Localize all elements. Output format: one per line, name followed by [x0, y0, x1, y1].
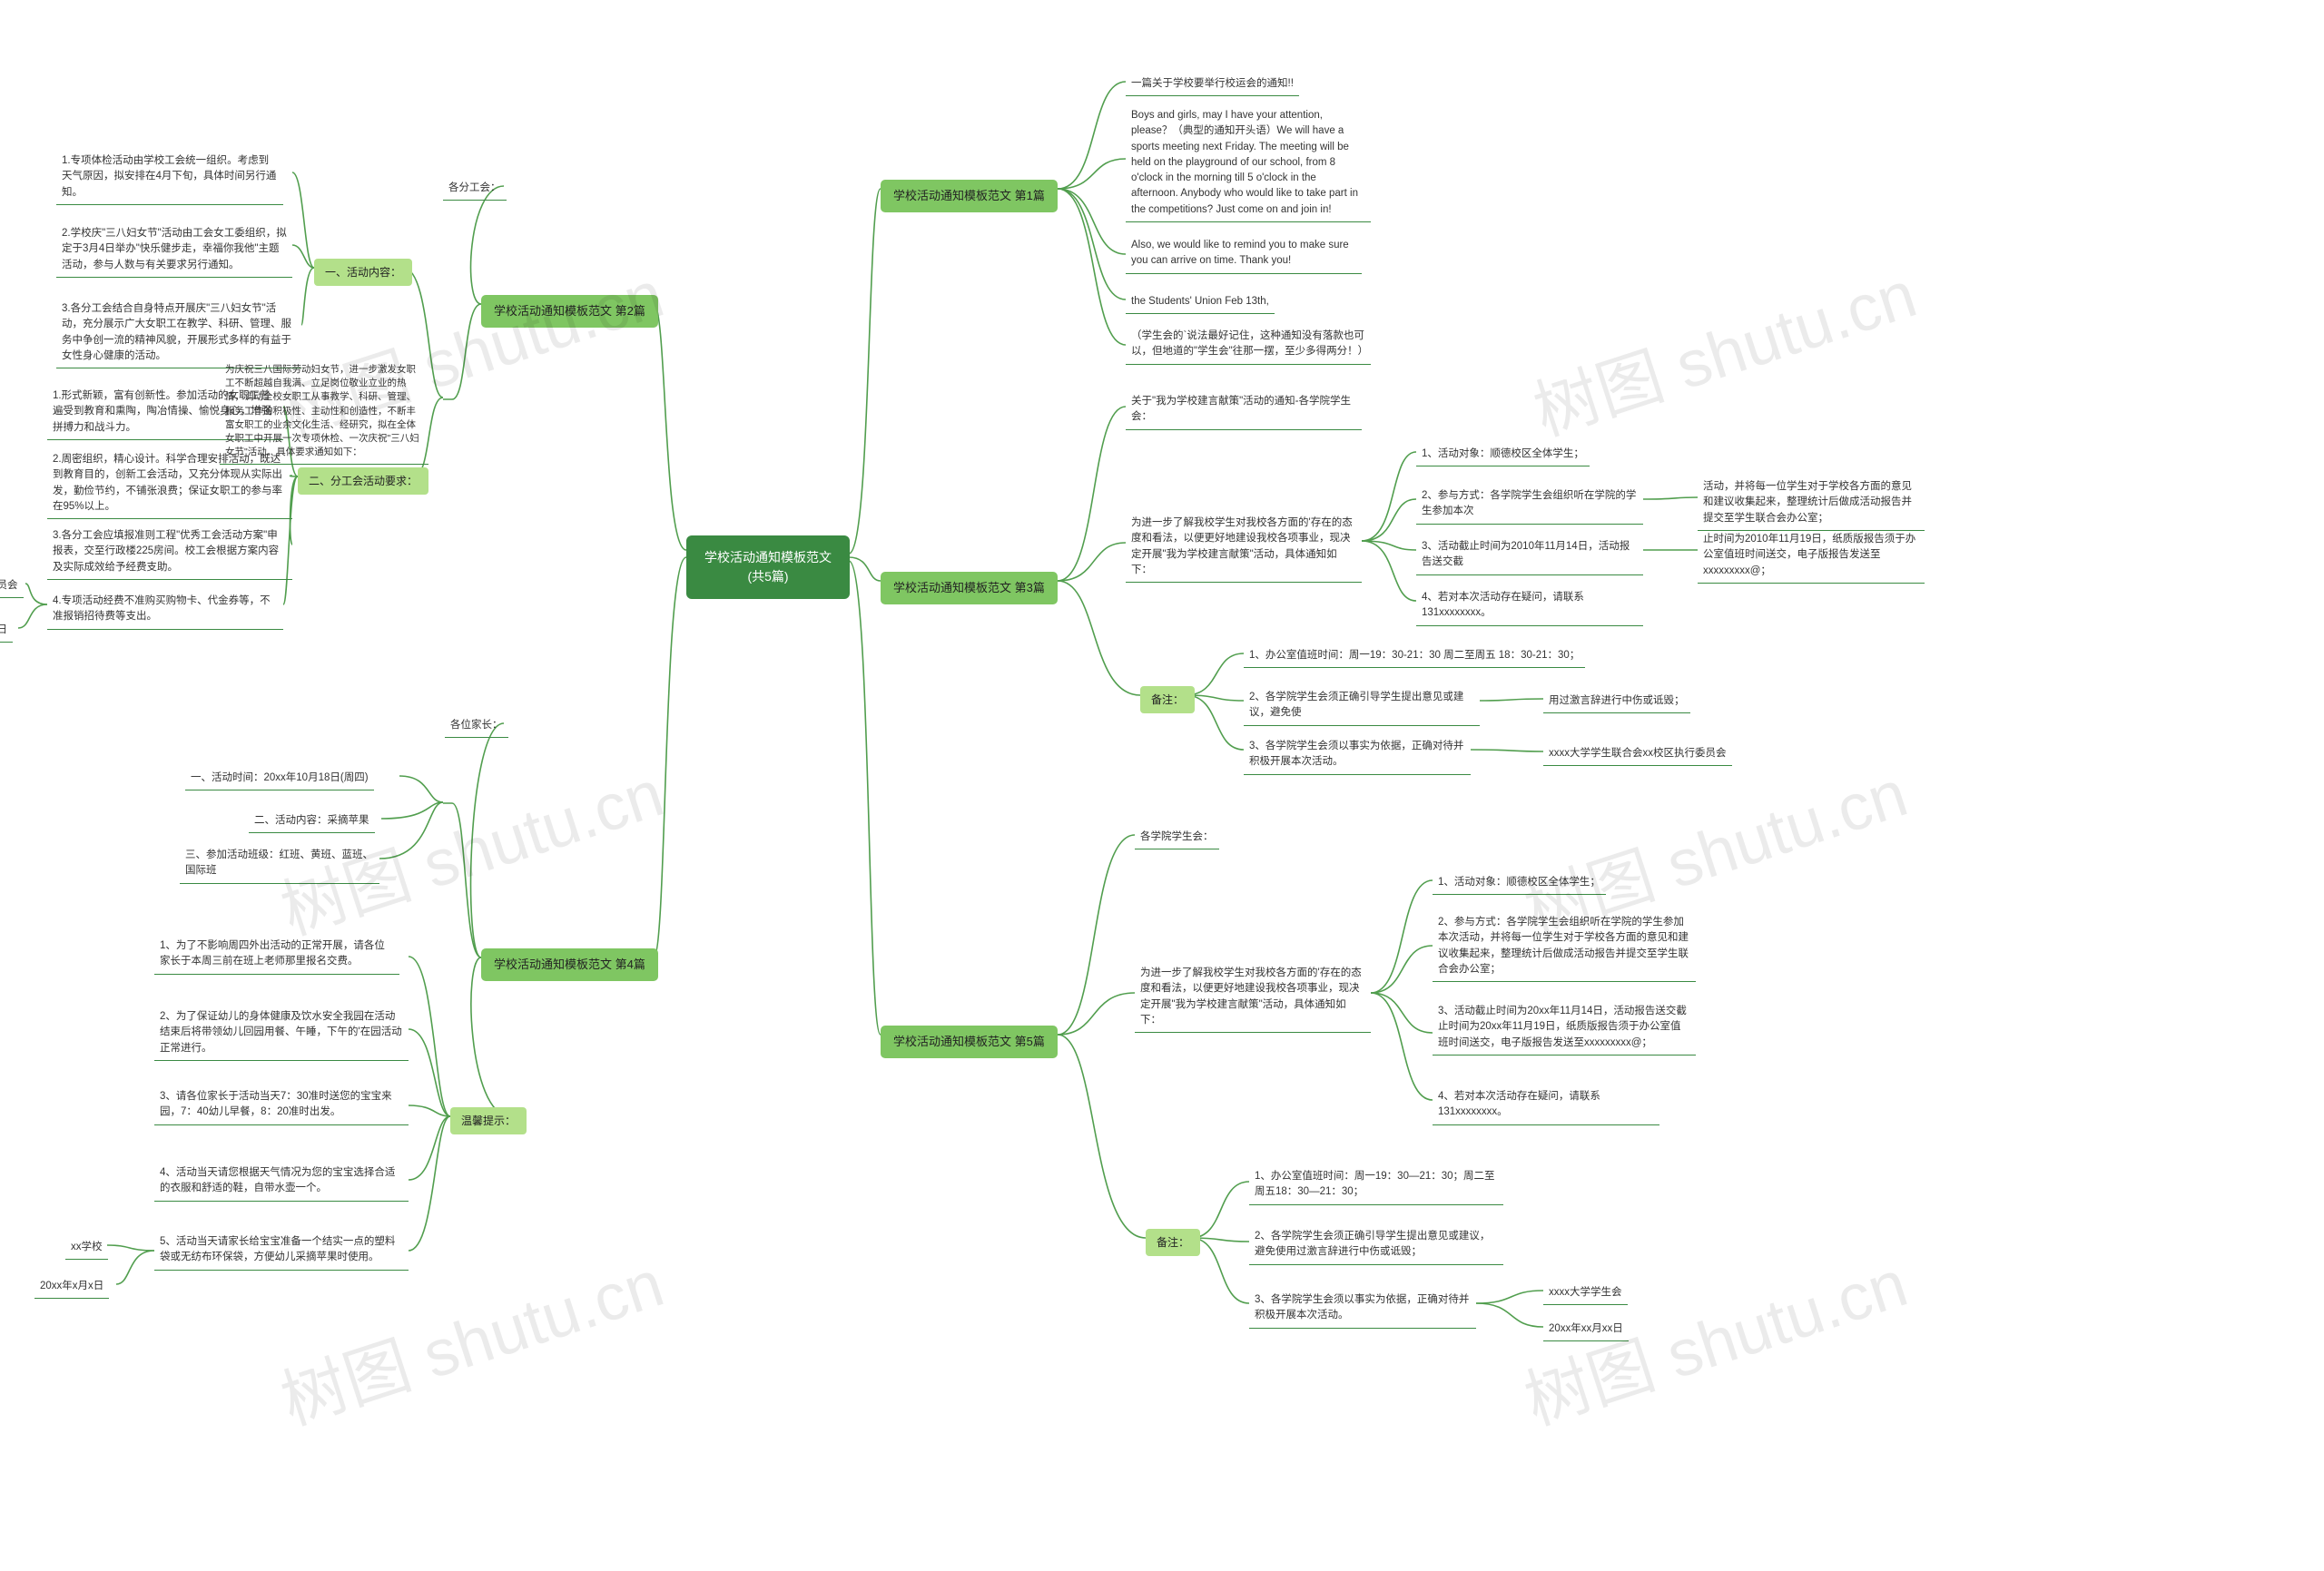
p3-i-l0: 1、活动对象：顺德校区全体学生； [1416, 443, 1590, 466]
p4-w-l1: 2、为了保证幼儿的身体健康及饮水安全我园在活动结束后将带领幼儿回园用餐、午睡，下… [154, 1006, 409, 1061]
p1-leaf-2: Also, we would like to remind you to mak… [1126, 234, 1362, 274]
p2-s2-l3: 4.专项活动经费不准购买购物卡、代金券等，不准报销招待费等支出。 [47, 590, 283, 630]
branch-p2: 学校活动通知模板范文 第2篇 [481, 295, 658, 328]
p3-n-l0: 1、办公室值班时间：周一19：30-21：30 周二至周五 18：30-21：3… [1244, 644, 1585, 668]
p4-top: 各位家长： [445, 714, 508, 738]
p3-i-l1x: 活动，并将每一位学生对于学校各方面的意见和建议收集起来，整理统计后做成活动报告并… [1698, 476, 1925, 531]
watermark: 树图 shutu.cn [1520, 241, 1925, 454]
p1-leaf-3: the Students' Union Feb 13th, [1126, 290, 1275, 314]
branch-p3: 学校活动通知模板范文 第3篇 [881, 572, 1058, 604]
p1-leaf-4: （学生会的`说法最好记住，这种通知没有落款也可以，但地道的"学生会"往那一摆，至… [1126, 325, 1371, 365]
p3-i-l1: 2、参与方式：各学院学生会组织听在学院的学生参加本次 [1416, 485, 1643, 525]
p2-s1-l0: 1.专项体检活动由学校工会统一组织。考虑到天气原因，拟安排在4月下旬，具体时间另… [56, 150, 283, 205]
p5-i-l2: 3、活动截止时间为20xx年11月14日，活动报告送交截止时间为20xx年11月… [1433, 1000, 1696, 1056]
p5-i-l0: 1、活动对象：顺德校区全体学生； [1433, 871, 1606, 895]
p3-n-l1: 2、各学院学生会须正确引导学生提出意见或建议，避免使 [1244, 686, 1480, 726]
p1-leaf-1: Boys and girls, may I have your attentio… [1126, 104, 1371, 222]
branch-p1: 学校活动通知模板范文 第1篇 [881, 180, 1058, 212]
p3-n-l1x: 用过激言辞进行中伤或诋毁； [1543, 690, 1690, 713]
p4-tail-0: xx学校 [65, 1236, 108, 1260]
p2-intro-box: 为庆祝三八国际劳动妇女节，进一步激发女职工不断超越自我满、立足岗位敬业立业的热情… [220, 359, 428, 465]
p1-leaf-0: 一篇关于学校要举行校运会的通知!! [1126, 73, 1299, 96]
p4-warm: 温馨提示： [450, 1107, 527, 1134]
p4-r0: 一、活动时间：20xx年10月18日(周四) [185, 767, 374, 790]
p4-tail-1: 20xx年x月x日 [34, 1275, 109, 1299]
p4-w-l2: 3、请各位家长于活动当天7：30准时送您的宝宝来园，7：40幼儿早餐，8：20准… [154, 1085, 409, 1125]
root-node: 学校活动通知模板范文(共5篇) [686, 535, 850, 599]
p5-intro: 为进一步了解我校学生对我校各方面的'存在的态度和看法，以便更好地建设我校各项事业… [1135, 962, 1371, 1033]
p4-r2: 三、参加活动班级：红班、黄班、蓝班、国际班 [180, 844, 379, 884]
p5-i-l3: 4、若对本次活动存在疑问，请联系131xxxxxxxx。 [1433, 1085, 1659, 1125]
p2-s2-l2: 3.各分工会应填报准则工程"优秀工会活动方案"申报表，交至行政楼225房间。校工… [47, 525, 292, 580]
p4-w-l0: 1、为了不影响周四外出活动的正常开展，请各位家长于本周三前在班上老师那里报名交费… [154, 935, 399, 975]
p5-n-l1: 2、各学院学生会须正确引导学生提出意见或建议，避免使用过激言辞进行中伤或诋毁； [1249, 1225, 1503, 1265]
p2-s2: 二、分工会活动要求： [298, 467, 428, 495]
p4-r1: 二、活动内容：采摘苹果 [249, 810, 375, 833]
branch-p5: 学校活动通知模板范文 第5篇 [881, 1026, 1058, 1058]
p5-i-l1: 2、参与方式：各学院学生会组织听在学院的学生参加本次活动，并将每一位学生对于学校… [1433, 911, 1696, 982]
p3-i-l3: 4、若对本次活动存在疑问，请联系131xxxxxxxx。 [1416, 586, 1643, 626]
p3-top: 关于"我为学校建言献策"活动的通知-各学院学生会： [1126, 390, 1362, 430]
p5-top: 各学院学生会： [1135, 826, 1219, 849]
branch-p4: 学校活动通知模板范文 第4篇 [481, 948, 658, 981]
p3-i-l2x: 止时间为2010年11月19日，纸质版报告须于办公室值班时间送交，电子版报告发送… [1698, 528, 1925, 584]
p3-intro: 为进一步了解我校学生对我校各方面的'存在的态度和看法，以便更好地建设我校各项事业… [1126, 512, 1362, 583]
p2-tail-1: 20xx年2月25日 [0, 619, 13, 643]
p2-s1-l2: 3.各分工会结合自身特点开展庆"三八妇女节"活动，充分展示广大女职工在教学、科研… [56, 298, 301, 368]
p5-note: 备注： [1146, 1229, 1200, 1256]
p5-tail-0: xxxx大学学生会 [1543, 1281, 1628, 1305]
p4-w-l4: 5、活动当天请家长给宝宝准备一个结实一点的塑料袋或无纺布环保袋，方便幼儿采摘苹果… [154, 1231, 409, 1271]
p3-n-l2x: xxxx大学学生联合会xx校区执行委员会 [1543, 742, 1732, 766]
p5-tail-1: 20xx年xx月xx日 [1543, 1318, 1629, 1341]
p2-s1-l1: 2.学校庆"三八妇女节"活动由工会女工委组织，拟定于3月4日举办"快乐健步走，幸… [56, 222, 292, 278]
p3-note: 备注： [1140, 686, 1195, 713]
p2-s1: 一、活动内容： [314, 259, 412, 286]
p2-tail-0: xx工学院工会委员会 [0, 574, 24, 598]
p4-w-l3: 4、活动当天请您根据天气情况为您的宝宝选择合适的衣服和舒适的鞋，自带水壶一个。 [154, 1162, 409, 1202]
p5-n-l0: 1、办公室值班时间：周一19：30—21：30；周二至周五18：30—21：30… [1249, 1165, 1503, 1205]
p3-n-l2: 3、各学院学生会须以事实为依据，正确对待并积极开展本次活动。 [1244, 735, 1471, 775]
p3-i-l2: 3、活动截止时间为2010年11月14日，活动报告送交截 [1416, 535, 1643, 575]
p5-n-l2: 3、各学院学生会须以事实为依据，正确对待并积极开展本次活动。 [1249, 1289, 1476, 1329]
p2-top: 各分工会： [443, 177, 507, 201]
